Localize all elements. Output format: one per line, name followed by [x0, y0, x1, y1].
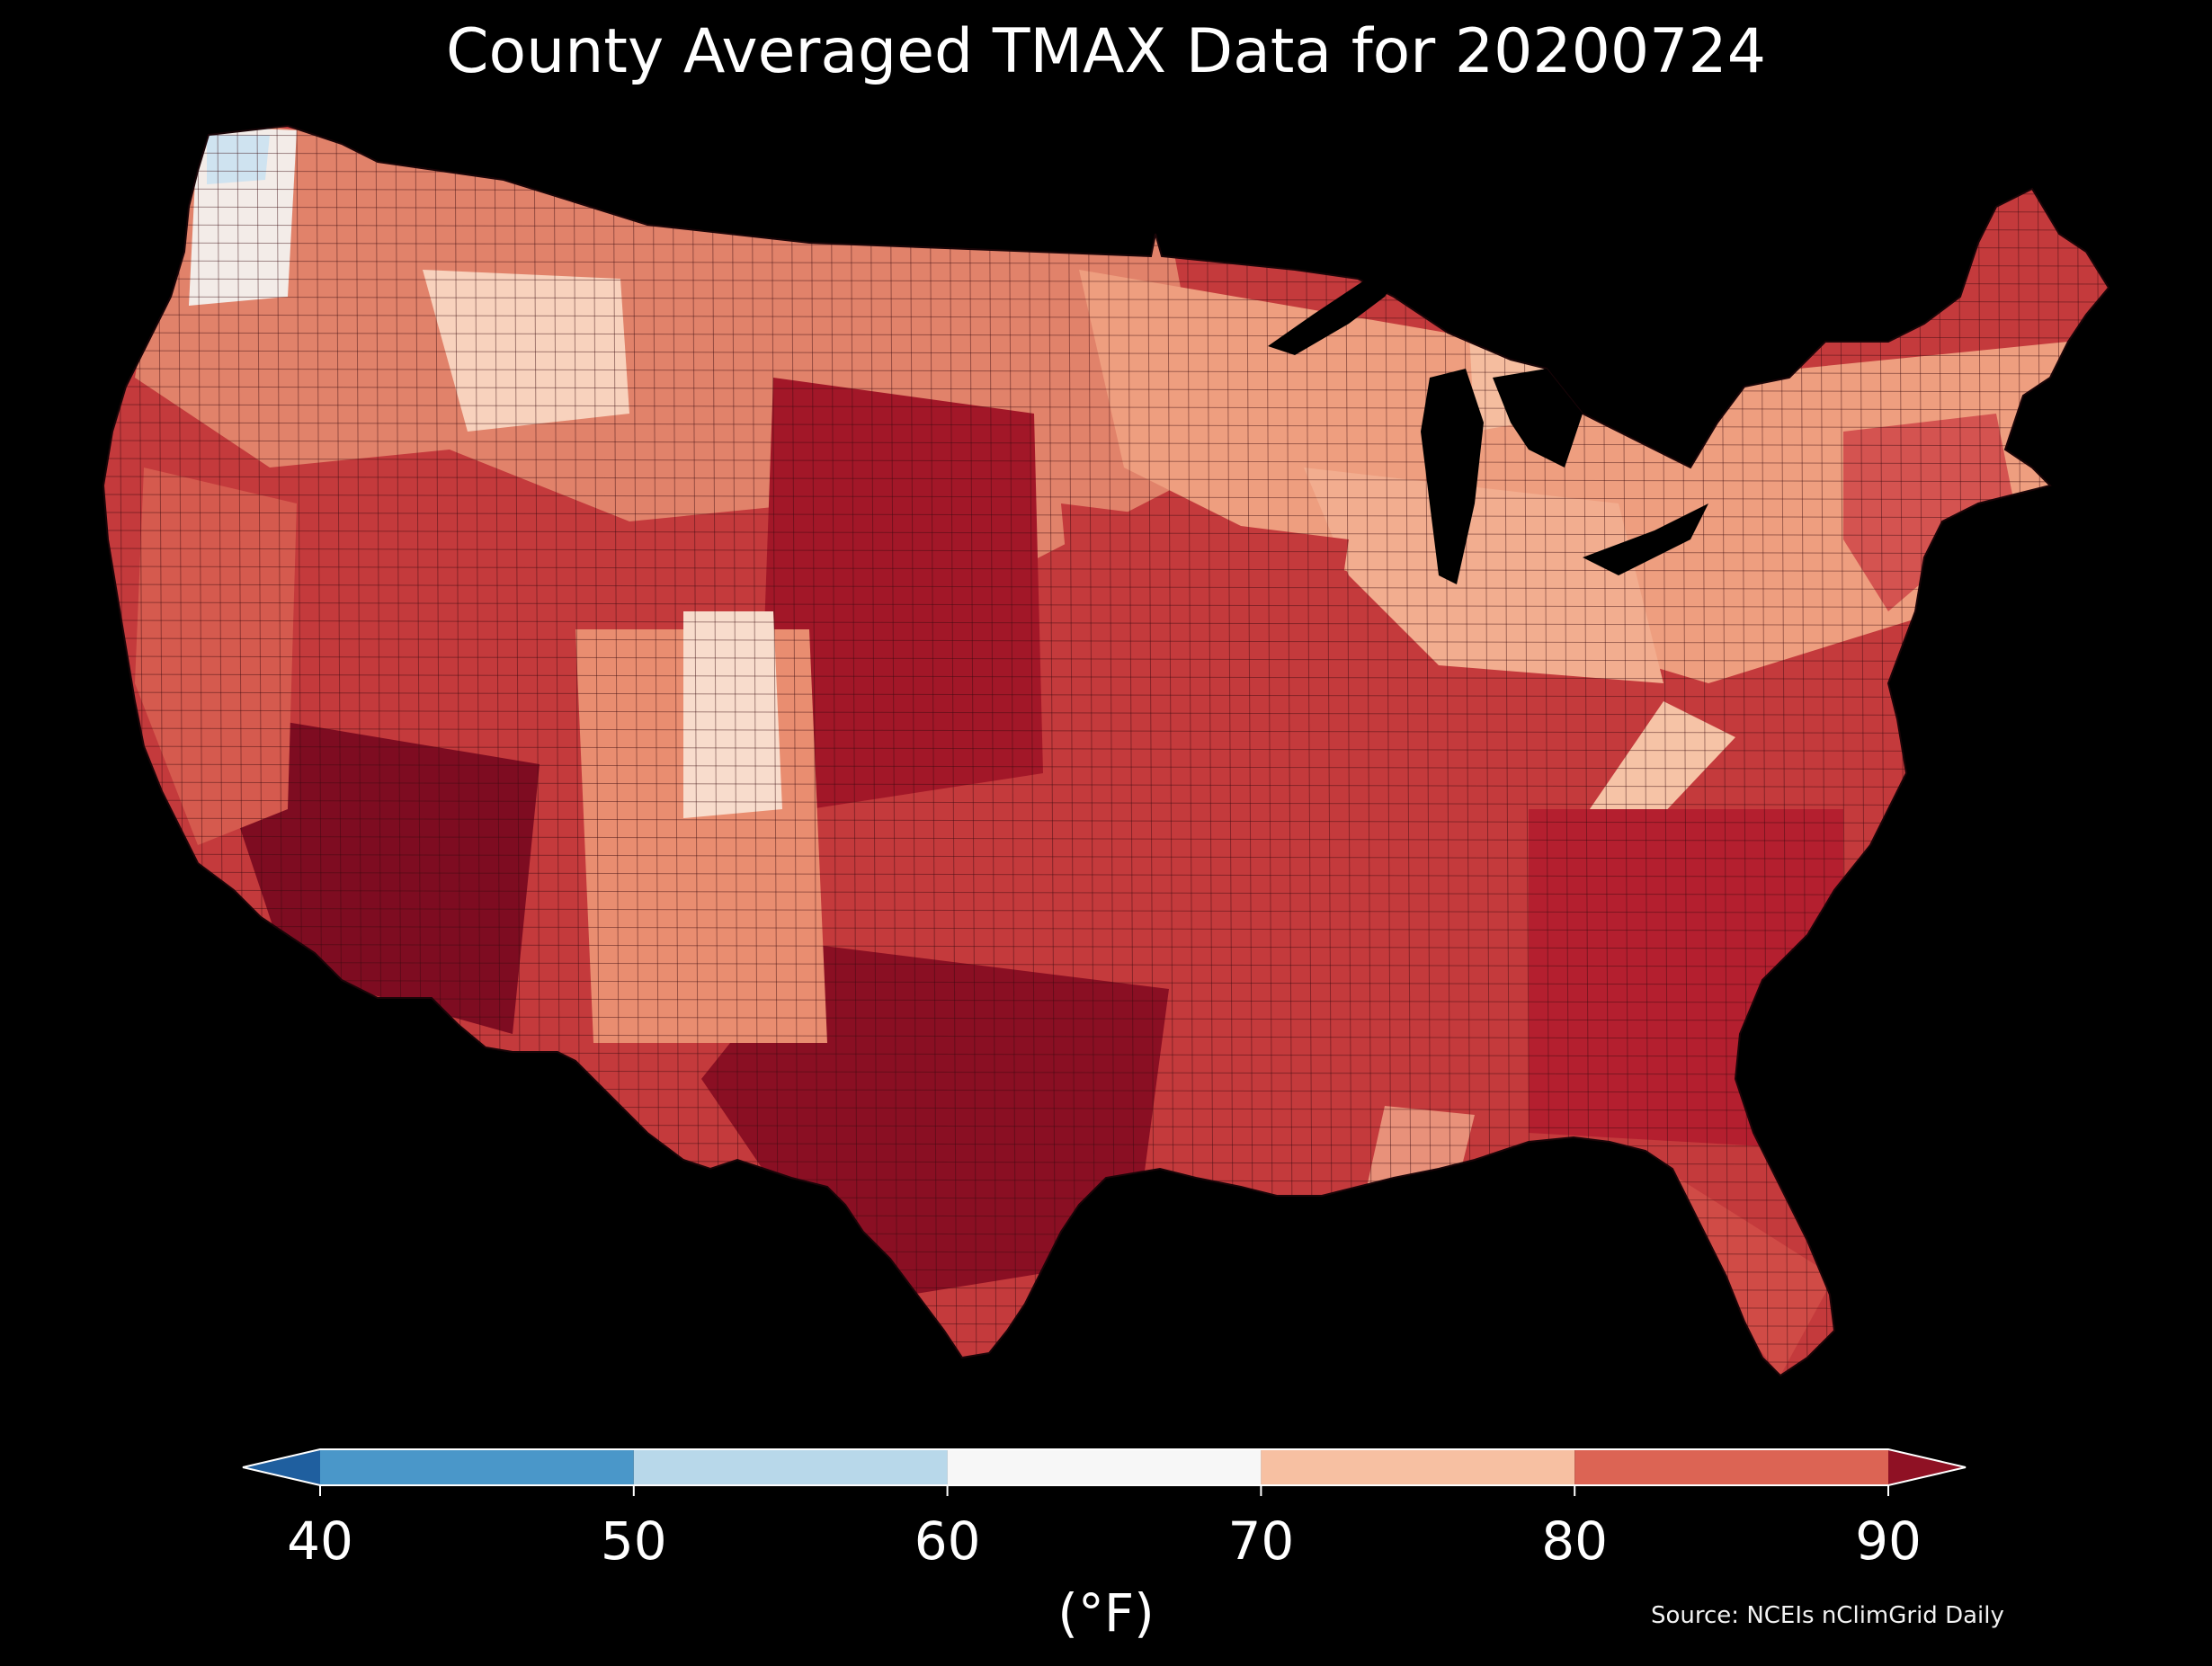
colorbar-tick-label-50: 50	[600, 1510, 667, 1572]
colorbar-unit-label: (°F)	[1057, 1582, 1155, 1644]
colorbar-extend-low	[243, 1449, 320, 1485]
colorbar-bin-40-50	[320, 1449, 634, 1485]
lake-huron	[1493, 369, 1583, 468]
colorbar-bin-50-60	[633, 1449, 948, 1485]
map-title: County Averaged TMAX Data for 20200724	[446, 16, 1766, 87]
colorbar-extend-high	[1888, 1449, 1966, 1485]
colorbar-bin-60-70	[947, 1449, 1262, 1485]
great-lakes	[1268, 270, 1708, 584]
colorbar-tick-label-60: 60	[914, 1510, 981, 1572]
colorbar-bin-80-90	[1574, 1449, 1888, 1485]
colorbar-bin-70-80	[1261, 1449, 1575, 1485]
source-note: Source: NCEIs nClimGrid Daily	[1651, 1602, 2004, 1629]
colorbar-tick-label-70: 70	[1227, 1510, 1295, 1572]
lake-superior	[1268, 270, 1403, 355]
colorbar	[242, 1448, 1967, 1496]
colorbar-tick-label-40: 40	[287, 1510, 353, 1572]
colorbar-tick-label-90: 90	[1855, 1510, 1922, 1572]
lake-michigan	[1421, 369, 1484, 584]
colorbar-tick-label-80: 80	[1541, 1510, 1609, 1572]
lake-erie	[1583, 503, 1708, 575]
